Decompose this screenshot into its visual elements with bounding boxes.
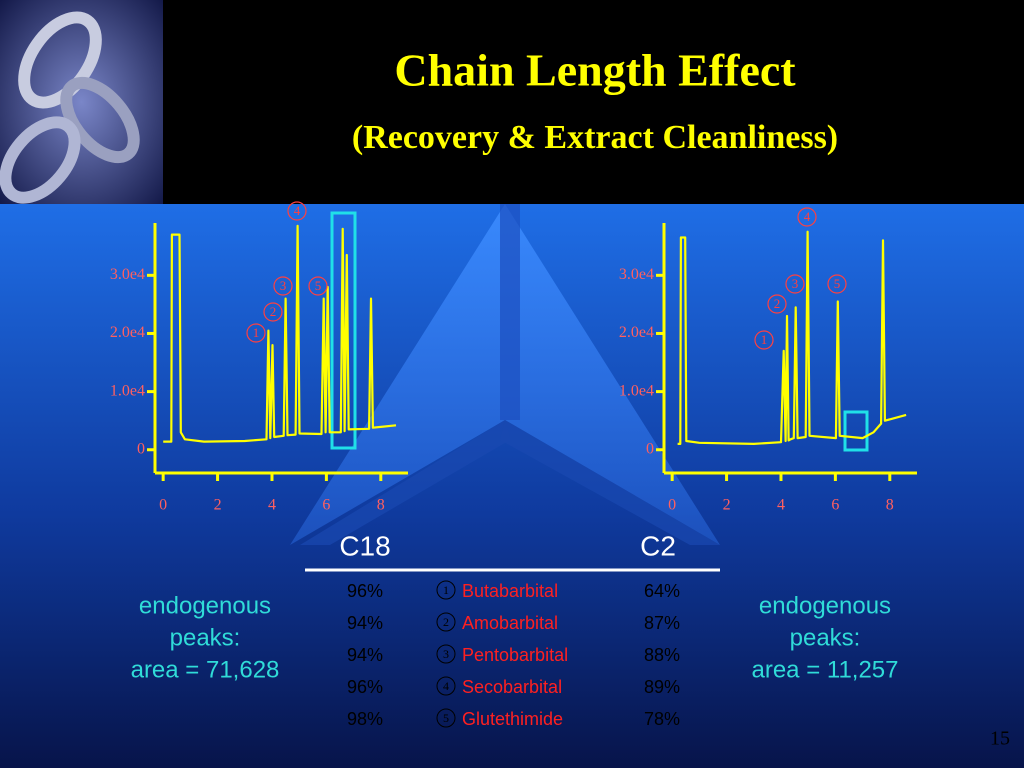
x-tick-label: 0 — [668, 497, 676, 514]
y-tick-label: 0 — [646, 440, 654, 457]
peak-marker — [754, 330, 774, 350]
y-tick-label: 1.0e4 — [619, 382, 654, 399]
y-tick-label: 2.0e4 — [619, 324, 654, 341]
y-tick-label: 3.0e4 — [110, 266, 145, 283]
endogenous-note: endogenous — [759, 592, 891, 619]
compound-name: Amobarbital — [462, 613, 558, 633]
column-header: C2 — [640, 530, 676, 561]
x-tick-label: 2 — [214, 497, 222, 514]
x-tick-label: 6 — [322, 497, 330, 514]
y-tick-label: 2.0e4 — [110, 324, 145, 341]
c2-recovery: 78% — [644, 709, 680, 729]
compound-marker — [436, 708, 456, 728]
endogenous-note: peaks: — [790, 624, 861, 651]
compound-marker — [436, 644, 456, 664]
endogenous-note: peaks: — [170, 624, 241, 651]
compound-name: Secobarbital — [462, 677, 562, 697]
chain-image — [0, 0, 163, 204]
x-tick-label: 4 — [777, 497, 785, 514]
x-tick-label: 2 — [723, 497, 731, 514]
peak-marker — [797, 207, 817, 227]
trace-line — [163, 224, 397, 443]
peak-label: 2 — [774, 296, 781, 311]
compound-name: Butabarbital — [462, 581, 558, 601]
peak-marker — [263, 302, 283, 322]
x-tick-label: 6 — [831, 497, 839, 514]
peak-label: 4 — [804, 209, 811, 224]
peak-label: 5 — [315, 278, 322, 293]
peak-marker — [273, 276, 293, 296]
peak-marker — [785, 274, 805, 294]
endogenous-note: area = 71,628 — [131, 656, 280, 683]
compound-marker — [436, 580, 456, 600]
y-tick-label: 3.0e4 — [619, 266, 654, 283]
background-shape — [290, 204, 720, 545]
peak-marker — [287, 201, 307, 221]
y-tick-label: 1.0e4 — [110, 382, 145, 399]
peak-label: 3 — [792, 276, 799, 291]
c18-recovery: 94% — [347, 645, 383, 665]
peak-label: 1 — [761, 332, 768, 347]
peak-label: 2 — [270, 304, 277, 319]
slide-title: Chain Length Effect — [394, 45, 796, 96]
c18-recovery: 96% — [347, 677, 383, 697]
compound-number: 5 — [443, 711, 449, 725]
x-tick-label: 0 — [159, 497, 167, 514]
x-tick-label: 8 — [377, 497, 385, 514]
compound-number: 4 — [443, 679, 449, 693]
peak-marker — [246, 323, 266, 343]
compound-marker — [436, 612, 456, 632]
peak-label: 1 — [253, 325, 260, 340]
x-tick-label: 4 — [268, 497, 276, 514]
compound-name: Glutethimide — [462, 709, 563, 729]
slide-subtitle: (Recovery & Extract Cleanliness) — [352, 119, 838, 156]
x-tick-label: 8 — [886, 497, 894, 514]
compound-number: 1 — [443, 583, 449, 597]
c2-recovery: 64% — [644, 581, 680, 601]
c18-recovery: 98% — [347, 709, 383, 729]
trace-line — [677, 230, 907, 445]
peak-label: 5 — [834, 276, 841, 291]
page-number: 15 — [990, 728, 1010, 750]
peak-marker — [767, 294, 787, 314]
endogenous-note: endogenous — [139, 592, 271, 619]
peak-label: 4 — [294, 203, 301, 218]
c2-recovery: 89% — [644, 677, 680, 697]
compound-number: 3 — [443, 647, 449, 661]
c18-recovery: 96% — [347, 581, 383, 601]
highlight-box — [330, 211, 357, 450]
compound-marker — [436, 676, 456, 696]
y-tick-label: 0 — [137, 440, 145, 457]
peak-marker — [827, 274, 847, 294]
endogenous-note: area = 11,257 — [751, 656, 898, 683]
peak-label: 3 — [280, 278, 287, 293]
c18-recovery: 94% — [347, 613, 383, 633]
compound-name: Pentobarbital — [462, 645, 568, 665]
highlight-box — [843, 410, 869, 452]
c2-recovery: 88% — [644, 645, 680, 665]
column-header: C18 — [339, 530, 390, 561]
compound-number: 2 — [443, 615, 449, 629]
c2-recovery: 87% — [644, 613, 680, 633]
peak-marker — [308, 276, 328, 296]
header-band — [0, 0, 1024, 204]
